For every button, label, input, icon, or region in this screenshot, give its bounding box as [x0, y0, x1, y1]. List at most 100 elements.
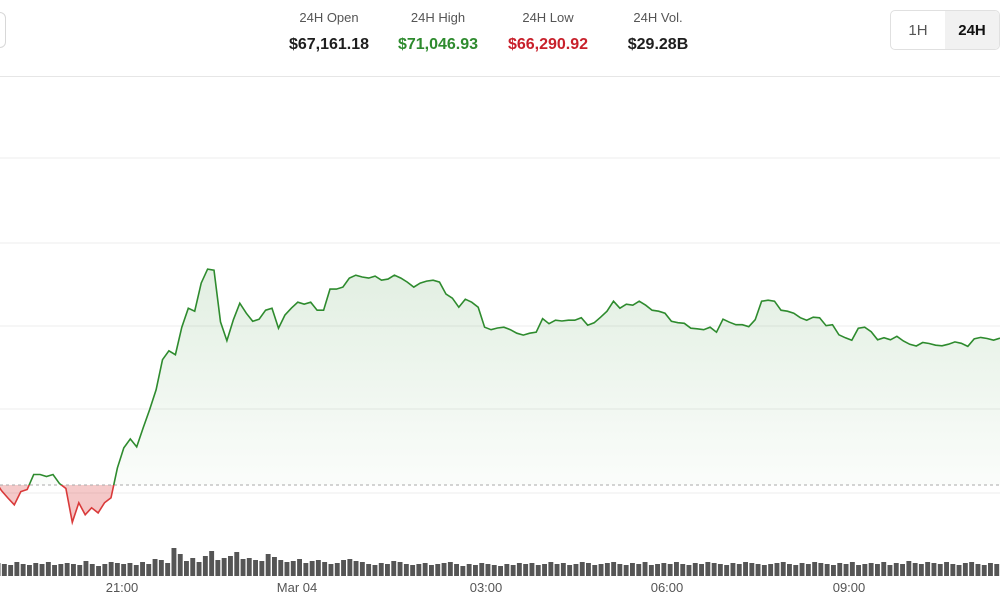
volume-bar	[429, 565, 434, 576]
volume-bar	[140, 562, 145, 576]
volume-bar	[868, 563, 874, 576]
volume-bar	[297, 559, 302, 576]
volume-bar	[805, 564, 811, 576]
volume-bar	[837, 563, 843, 576]
volume-bar	[962, 563, 968, 576]
volume-bar	[171, 548, 177, 576]
volume-bar	[303, 563, 309, 576]
volume-bar	[548, 562, 554, 576]
volume-bar	[196, 562, 202, 576]
volume-bar	[1, 564, 7, 576]
volume-bar	[190, 558, 196, 576]
volume-bar	[473, 565, 478, 576]
volume-bar	[881, 562, 887, 576]
stat-value: $71,046.93	[397, 36, 479, 53]
volume-bar	[334, 563, 340, 576]
x-tick-label: 03:00	[470, 580, 503, 595]
volume-bar	[761, 565, 767, 576]
volume-bar	[862, 564, 868, 576]
volume-bar	[309, 561, 315, 576]
volume-bar	[322, 562, 328, 576]
price-line-above-open	[28, 268, 1000, 485]
volume-bar	[944, 562, 949, 576]
volume-bar	[284, 562, 290, 576]
volume-bar	[290, 561, 296, 576]
volume-bars	[0, 548, 1000, 576]
volume-bar	[586, 563, 591, 576]
stat-24h-open: 24H Open $67,161.18	[259, 10, 399, 56]
volume-bar	[529, 563, 535, 576]
volume-bar	[127, 563, 133, 576]
volume-bar	[83, 561, 89, 576]
stat-value: $66,290.92	[507, 36, 589, 53]
volume-bar	[856, 565, 861, 576]
volume-bar	[77, 565, 83, 576]
volume-bar	[918, 564, 924, 576]
volume-bar	[385, 564, 390, 576]
volume-bar	[215, 560, 221, 576]
volume-bar	[202, 556, 208, 576]
volume-bar	[460, 566, 466, 576]
volume-bar	[27, 565, 32, 576]
volume-bar	[925, 562, 931, 576]
volume-bar	[736, 564, 742, 576]
x-tick-label: 06:00	[651, 580, 684, 595]
volume-bar	[466, 564, 472, 576]
volume-bar	[642, 562, 648, 576]
volume-bar	[969, 562, 975, 576]
volume-bar	[45, 562, 51, 576]
volume-bar	[950, 564, 956, 576]
volume-bar	[812, 562, 818, 576]
volume-bar	[623, 565, 629, 576]
volume-bar	[121, 564, 127, 576]
volume-bar	[177, 554, 183, 576]
volume-bar	[705, 562, 711, 576]
volume-bar	[272, 557, 277, 576]
volume-bar	[975, 564, 981, 576]
volume-bar	[567, 565, 573, 576]
volume-bar	[692, 563, 698, 576]
stat-24h-low: 24H Low $66,290.92	[478, 10, 618, 56]
x-axis-labels: 21:00 Mar 04 03:00 06:00 09:00	[106, 580, 866, 595]
volume-bar	[680, 564, 686, 576]
volume-bar	[347, 559, 353, 576]
volume-bar	[931, 563, 937, 576]
volume-bar	[636, 564, 642, 576]
volume-bar	[315, 560, 321, 576]
volume-bar	[378, 563, 384, 576]
x-tick-label: 21:00	[106, 580, 139, 595]
volume-bar	[114, 563, 120, 576]
range-24h-button[interactable]: 24H	[945, 11, 999, 49]
volume-bar	[422, 563, 428, 576]
volume-bar	[71, 564, 76, 576]
volume-bar	[165, 563, 171, 576]
volume-bar	[598, 564, 604, 576]
volume-bar	[89, 564, 95, 576]
volume-bar	[221, 558, 227, 576]
volume-bar	[900, 564, 905, 576]
header-divider	[0, 76, 1000, 77]
volume-bar	[542, 564, 547, 576]
volume-bar	[435, 564, 441, 576]
volume-bar	[661, 563, 667, 576]
x-tick-label: 09:00	[833, 580, 866, 595]
volume-bar	[33, 563, 39, 576]
area-above-open	[0, 269, 1000, 485]
volume-bar	[447, 562, 453, 576]
volume-bar	[58, 564, 64, 576]
range-1h-button[interactable]: 1H	[908, 21, 928, 39]
volume-bar	[774, 563, 780, 576]
volume-bar	[498, 566, 503, 576]
volume-bar	[14, 562, 20, 576]
volume-bar	[228, 556, 233, 576]
volume-bar	[592, 565, 598, 576]
stat-label: 24H Open	[299, 10, 359, 25]
volume-bar	[674, 562, 679, 576]
range-toggle[interactable]: 1H 24H	[890, 10, 1000, 50]
volume-bar	[749, 563, 755, 576]
volume-bar	[818, 563, 824, 576]
volume-bar	[259, 561, 265, 576]
volume-bar	[743, 562, 748, 576]
volume-bar	[8, 565, 14, 576]
